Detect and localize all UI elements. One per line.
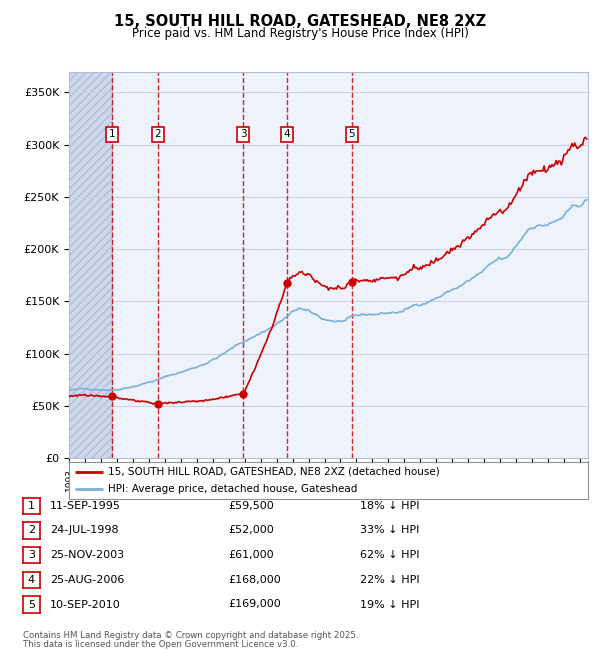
Text: 3: 3: [240, 129, 247, 139]
Text: 15, SOUTH HILL ROAD, GATESHEAD, NE8 2XZ (detached house): 15, SOUTH HILL ROAD, GATESHEAD, NE8 2XZ …: [108, 467, 440, 476]
Text: HPI: Average price, detached house, Gateshead: HPI: Average price, detached house, Gate…: [108, 484, 358, 494]
Text: 19% ↓ HPI: 19% ↓ HPI: [360, 599, 419, 610]
Text: 15, SOUTH HILL ROAD, GATESHEAD, NE8 2XZ: 15, SOUTH HILL ROAD, GATESHEAD, NE8 2XZ: [114, 14, 486, 29]
Text: 24-JUL-1998: 24-JUL-1998: [50, 525, 118, 536]
Text: 11-SEP-1995: 11-SEP-1995: [50, 500, 121, 511]
Text: 5: 5: [28, 599, 35, 610]
Text: 25-AUG-2006: 25-AUG-2006: [50, 575, 124, 585]
Text: 2: 2: [28, 525, 35, 536]
Text: Contains HM Land Registry data © Crown copyright and database right 2025.: Contains HM Land Registry data © Crown c…: [23, 631, 358, 640]
Text: This data is licensed under the Open Government Licence v3.0.: This data is licensed under the Open Gov…: [23, 640, 298, 649]
Text: Price paid vs. HM Land Registry's House Price Index (HPI): Price paid vs. HM Land Registry's House …: [131, 27, 469, 40]
Text: 25-NOV-2003: 25-NOV-2003: [50, 550, 124, 560]
Text: 10-SEP-2010: 10-SEP-2010: [50, 599, 121, 610]
Text: 1: 1: [109, 129, 115, 139]
Text: 1: 1: [28, 500, 35, 511]
Text: 4: 4: [28, 575, 35, 585]
Text: 4: 4: [284, 129, 290, 139]
Text: £61,000: £61,000: [228, 550, 274, 560]
Text: 18% ↓ HPI: 18% ↓ HPI: [360, 500, 419, 511]
Bar: [69, 72, 112, 458]
Text: £52,000: £52,000: [228, 525, 274, 536]
Text: 2: 2: [154, 129, 161, 139]
Text: £169,000: £169,000: [228, 599, 281, 610]
Text: 3: 3: [28, 550, 35, 560]
Text: £59,500: £59,500: [228, 500, 274, 511]
Text: 5: 5: [349, 129, 355, 139]
Text: 33% ↓ HPI: 33% ↓ HPI: [360, 525, 419, 536]
Text: £168,000: £168,000: [228, 575, 281, 585]
Text: 62% ↓ HPI: 62% ↓ HPI: [360, 550, 419, 560]
Text: 22% ↓ HPI: 22% ↓ HPI: [360, 575, 419, 585]
